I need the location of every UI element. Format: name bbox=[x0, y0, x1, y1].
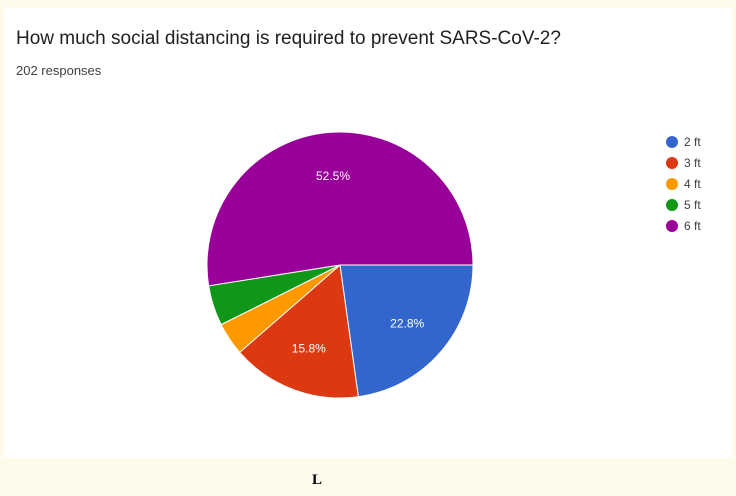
legend-swatch bbox=[666, 199, 678, 211]
pie-slice-3-ft bbox=[238, 264, 359, 399]
legend-item-3-ft: 3 ft bbox=[666, 153, 701, 173]
pie-slice-2-ft bbox=[339, 264, 474, 398]
footer-letter: L bbox=[312, 472, 323, 488]
response-count: 202 responses bbox=[16, 63, 102, 78]
legend-label: 3 ft bbox=[684, 156, 701, 170]
legend-label: 6 ft bbox=[684, 219, 701, 233]
legend-item-4-ft: 4 ft bbox=[666, 174, 701, 194]
legend-item-6-ft: 6 ft bbox=[666, 216, 701, 236]
legend-swatch bbox=[666, 157, 678, 169]
legend-swatch bbox=[666, 220, 678, 232]
legend-label: 5 ft bbox=[684, 198, 701, 212]
legend-label: 4 ft bbox=[684, 177, 701, 191]
chart-title: How much social distancing is required t… bbox=[16, 28, 561, 49]
legend-label: 2 ft bbox=[684, 135, 701, 149]
slice-label-2-ft: 22.8% bbox=[390, 317, 424, 331]
pie-slice-6-ft bbox=[206, 131, 474, 287]
legend-item-2-ft: 2 ft bbox=[666, 132, 701, 152]
legend-swatch bbox=[666, 136, 678, 148]
legend-swatch bbox=[666, 178, 678, 190]
chart-legend: 2 ft 3 ft 4 ft 5 ft 6 ft bbox=[666, 132, 701, 237]
slice-label-6-ft: 52.5% bbox=[316, 169, 350, 183]
slice-label-3-ft: 15.8% bbox=[292, 342, 326, 356]
legend-item-5-ft: 5 ft bbox=[666, 195, 701, 215]
